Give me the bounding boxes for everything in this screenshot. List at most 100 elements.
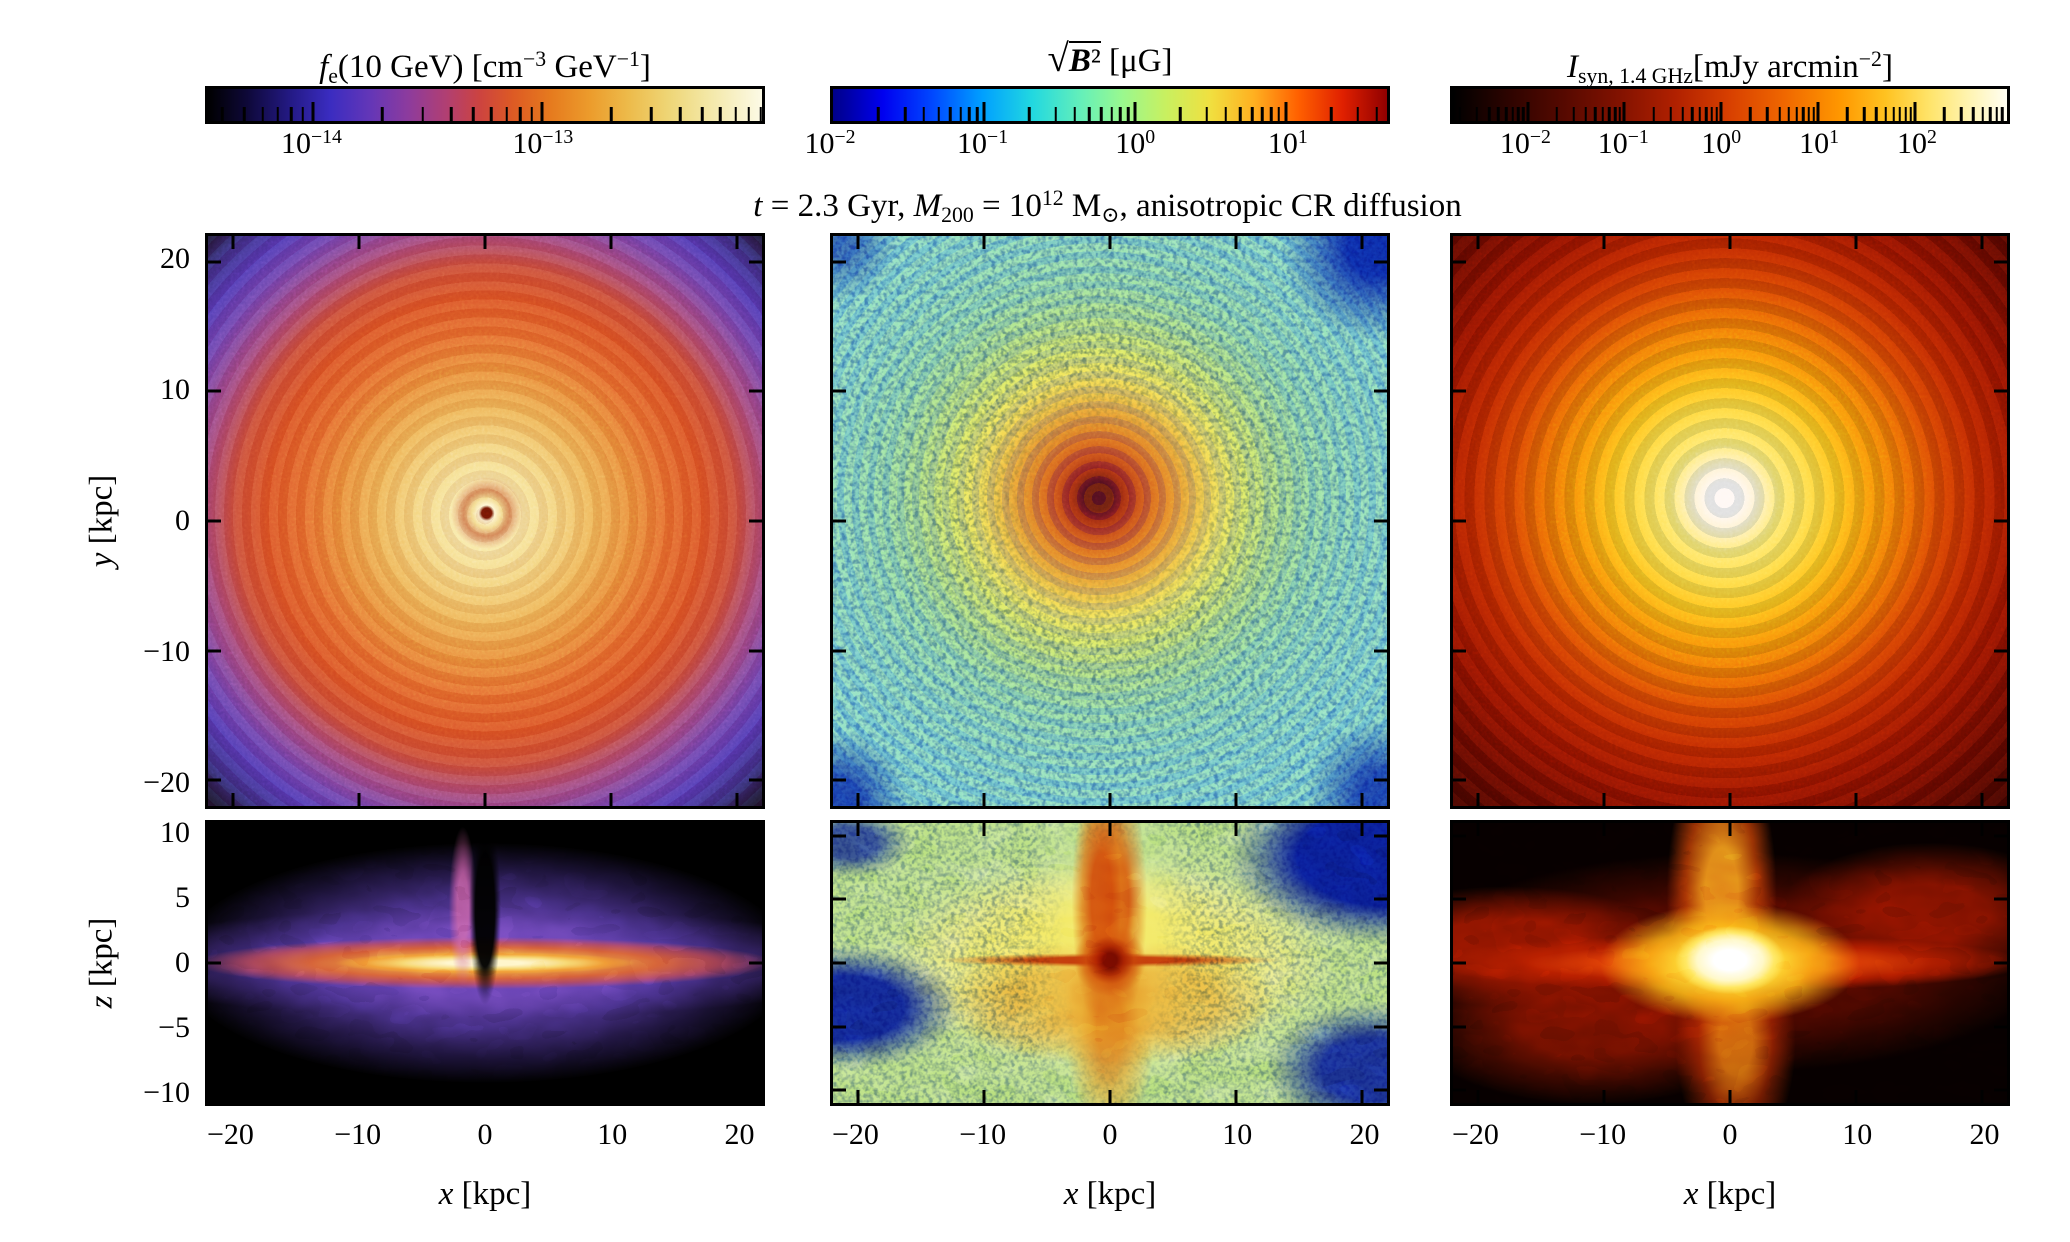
x-axis-label-fe: x [kpc] <box>205 1176 765 1213</box>
axis-tick <box>231 1090 235 1103</box>
colorbar-tick-label: 100 <box>1701 126 1741 161</box>
tick-label: −5 <box>158 1011 190 1044</box>
axis-tick <box>208 961 221 965</box>
colorbar-tick <box>1875 107 1878 121</box>
axis-tick <box>982 236 986 249</box>
tick-base: 10 <box>1897 126 1928 160</box>
axis-tick <box>1108 236 1112 249</box>
tick-label: 0 <box>1102 1118 1118 1151</box>
colorbar-tick-label: 10−1 <box>957 126 1008 161</box>
axis-tick <box>208 1025 221 1029</box>
axis-tick <box>749 1025 762 1029</box>
colorbar-tick <box>1892 107 1895 121</box>
colorbar-tick <box>1618 107 1622 121</box>
noise-texture <box>1453 236 2007 806</box>
colorbar-tick <box>1681 107 1684 121</box>
axis-tick <box>735 793 739 806</box>
text-segment: M <box>913 187 942 224</box>
colorbar-tick <box>220 107 224 121</box>
axis-tick <box>483 793 487 806</box>
colorbar-tick <box>1594 107 1597 121</box>
colorbar-gradient-fe <box>205 86 765 124</box>
colorbar-tick <box>1995 107 1999 121</box>
z-axis-ticklabels: 10 5 0 −5 −10 <box>0 816 190 1109</box>
y-axis-ticklabels: 20 10 0 −10 −20 <box>0 233 190 809</box>
axis-tick <box>856 823 860 836</box>
colorbar-tick-label: 10−2 <box>804 126 855 161</box>
axis-tick <box>833 649 846 653</box>
colorbar-tick-label: 102 <box>1897 126 1937 161</box>
colorbar-tick <box>311 102 315 121</box>
colorbar-tick <box>1054 107 1058 121</box>
colorbar-title-fe: fe(10 GeV) [cm−3 GeV−1] <box>205 36 765 88</box>
axis-tick <box>1994 1025 2007 1029</box>
colorbar-tick <box>1698 107 1702 121</box>
colorbar-tick <box>1487 107 1491 121</box>
text-segment: ² <box>1090 41 1101 79</box>
speckle-texture <box>833 236 1387 806</box>
blob-texture <box>833 823 1387 1103</box>
colorbar-tick <box>922 107 926 121</box>
axis-tick <box>1728 793 1732 806</box>
axis-tick <box>1728 236 1732 249</box>
tick-base: 10 <box>1799 126 1830 160</box>
tick-exponent: 1 <box>1829 126 1840 148</box>
tick-label: 10 <box>1842 1118 1873 1151</box>
colorbar-tick <box>1261 107 1264 121</box>
colorbar-tick <box>1690 107 1694 121</box>
colorbar-tick <box>1526 102 1530 121</box>
x-axis-label-bfield: x [kpc] <box>830 1176 1390 1213</box>
tick-label: 10 <box>597 1118 628 1151</box>
axis-tick <box>856 1090 860 1103</box>
colorbar-tick <box>968 107 971 121</box>
axis-tick <box>208 260 221 264</box>
text-segment: [kpc] <box>83 474 120 553</box>
colorbar-tick <box>1846 107 1849 121</box>
colorbar-ticklabels-fe: 10−14 10−13 <box>205 124 765 166</box>
axis-tick <box>1453 778 1466 782</box>
axis-tick <box>1234 793 1238 806</box>
colorbar-tick <box>540 102 544 121</box>
tick-label: 5 <box>175 881 190 914</box>
axis-tick <box>208 897 221 901</box>
tick-base: 10 <box>1115 126 1146 160</box>
colorbar-tick <box>1719 102 1723 121</box>
colorbar-tick <box>1884 107 1888 121</box>
axis-tick <box>833 897 846 901</box>
axis-tick <box>609 823 613 836</box>
colorbar-tick-label: 10−14 <box>281 126 342 161</box>
axis-tick <box>231 793 235 806</box>
axis-tick <box>1602 236 1606 249</box>
axis-tick <box>735 236 739 249</box>
axis-tick <box>1980 793 1984 806</box>
tick-base: 10 <box>280 126 311 160</box>
colorbar-tick <box>1504 107 1508 121</box>
axis-tick <box>856 793 860 806</box>
tick-exponent: −2 <box>1529 126 1551 148</box>
colorbar-tick <box>877 107 880 121</box>
axis-tick <box>1728 1090 1732 1103</box>
tick-label: 10 <box>1222 1118 1253 1151</box>
axis-tick <box>1854 793 1858 806</box>
axis-tick <box>856 236 860 249</box>
text-segment: [kpc] <box>83 917 120 996</box>
tick-label: 20 <box>1349 1118 1380 1151</box>
colorbar-tick <box>518 107 522 121</box>
colorbar-tick <box>949 107 952 121</box>
colorbar-tick <box>1652 107 1655 121</box>
axis-tick <box>1476 793 1480 806</box>
axis-tick <box>1994 834 2007 838</box>
tick-label: 0 <box>175 504 190 537</box>
text-segment: M <box>1063 187 1102 224</box>
tick-exponent: −1 <box>987 126 1009 148</box>
axis-tick <box>833 778 846 782</box>
axis-tick <box>1994 1088 2007 1092</box>
text-segment: x <box>1063 1176 1079 1212</box>
colorbar-tick <box>1584 107 1588 121</box>
axis-tick <box>208 1088 221 1092</box>
colorbar-ticklabels-isyn: 10−2 10−1 100 101 102 <box>1450 124 2010 166</box>
speckle-texture <box>833 823 1387 1103</box>
text-segment: t <box>753 187 763 224</box>
colorbar-tick <box>243 107 246 121</box>
tick-base: 10 <box>1267 126 1298 160</box>
